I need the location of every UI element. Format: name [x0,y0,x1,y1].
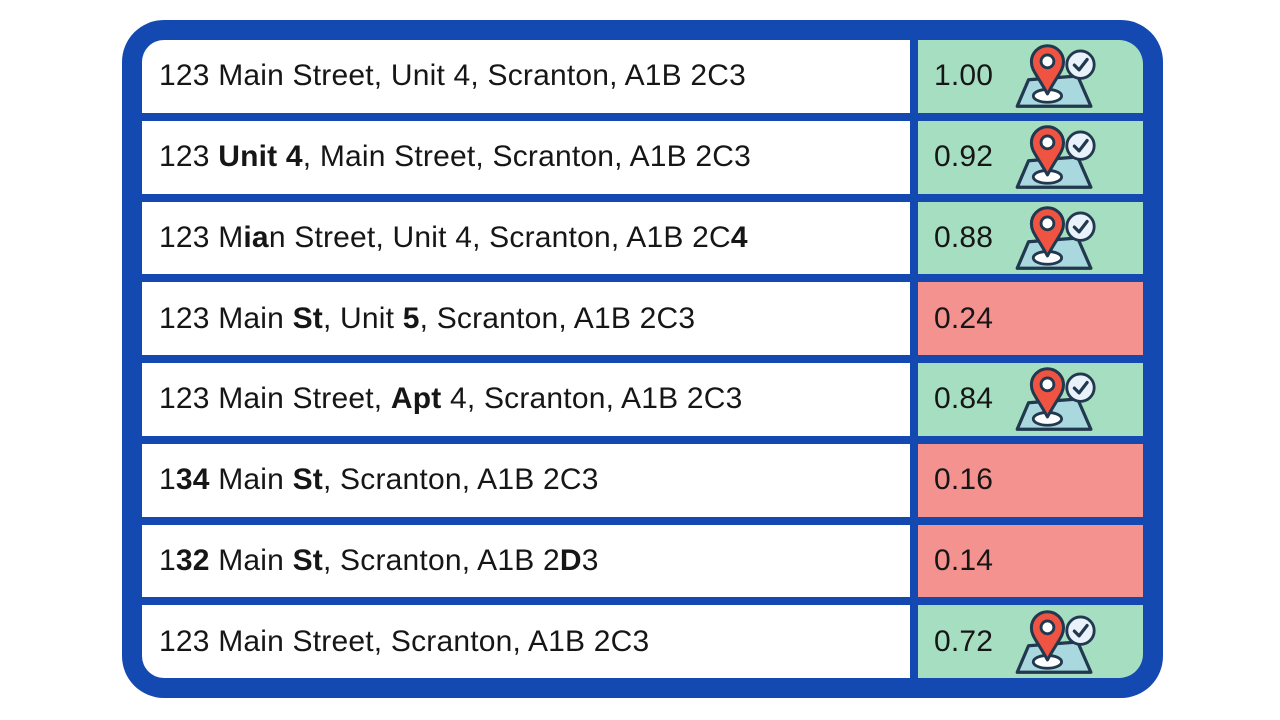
address-text: 123 Main St, Unit 5, Scranton, A1B 2C3 [159,302,695,336]
address-cell: 134 Main St, Scranton, A1B 2C3 [142,443,910,517]
address-cell: 123 Main Street, Apt 4, Scranton, A1B 2C… [142,363,910,436]
map-pin-verified-icon [1010,42,1100,110]
address-segment: Main [209,463,293,497]
match-score: 0.16 [934,463,994,497]
match-score: 0.14 [934,543,994,577]
address-match-table: 123 Main Street, Unit 4 , Scranton, A1B 2… [122,20,1163,698]
address-segment: , Main Street, Scranton, A1B 2C3 [302,140,752,174]
match-score: 0.84 [934,382,994,416]
address-cell: 123 Main St, Unit 5, Scranton, A1B 2C3 [142,282,910,355]
address-segment: 3 [581,543,599,577]
address-text: 123 Unit 4, Main Street, Scranton, A1B 2… [159,140,751,174]
address-segment: 123 Main Street, Unit 4, Scranton, A1B 2… [159,59,747,93]
address-segment: 1 [159,543,176,577]
address-segment: 1 [159,463,176,497]
table-row: 123 Mian Street, Unit 4, Scranton, A1B 2… [142,201,1143,275]
address-text: 123 Main Street, Unit 4, Scranton, A1B 2… [159,59,746,93]
address-cell: 123 Unit 4, Main Street, Scranton, A1B 2… [142,120,910,194]
score-cell: 0.14 [918,524,1143,598]
match-score: 0.92 [934,140,994,174]
match-score: 1.00 [934,59,994,93]
address-segment-highlight: 4 [730,220,748,254]
map-pin-verified-icon [1010,608,1100,676]
score-cell: 0.16 [918,443,1143,517]
table-row: 123 Unit 4, Main Street, Scranton, A1B 2… [142,120,1143,194]
address-segment: 123 Main [159,301,293,335]
address-cell: 123 Main Street, Unit 4, Scranton, A1B 2… [142,40,910,113]
address-segment-highlight: Unit 4 [218,140,303,174]
address-text: 134 Main St, Scranton, A1B 2C3 [159,463,599,497]
address-cell: 132 Main St, Scranton, A1B 2D3 [142,524,910,598]
score-cell: 1.00 [918,40,1143,113]
map-pin-verified-icon [1010,204,1100,272]
address-segment-highlight: ia [243,220,269,254]
address-segment: n Street, Unit 4, Scranton, A1B 2C [268,220,731,254]
address-segment-highlight: Apt [390,382,442,416]
match-score: 0.24 [934,301,994,335]
address-segment-highlight: 5 [402,301,420,335]
address-segment: 123 M [159,220,244,254]
score-cell: 0.84 [918,363,1143,436]
address-segment: , Scranton, A1B 2C3 [322,463,599,497]
match-score: 0.72 [934,624,994,658]
table-row: 123 Main Street, Unit 4, Scranton, A1B 2… [142,40,1143,113]
score-cell: 0.72 [918,605,1143,678]
address-cell: 123 Mian Street, Unit 4, Scranton, A1B 2… [142,201,910,275]
address-segment-highlight: St [292,543,323,577]
address-segment: 4, Scranton, A1B 2C3 [441,382,743,416]
address-text: 132 Main St, Scranton, A1B 2D3 [159,544,599,578]
score-cell: 0.24 [918,282,1143,355]
match-score: 0.88 [934,220,994,254]
address-segment-highlight: 34 [175,463,210,497]
address-text: 123 Mian Street, Unit 4, Scranton, A1B 2… [159,221,748,255]
score-cell: 0.88 [918,201,1143,275]
address-segment: 123 Main Street, Scranton, A1B 2C3 [159,624,650,658]
table-row: 134 Main St, Scranton, A1B 2C3 0.16 [142,443,1143,517]
address-segment-highlight: 32 [175,543,210,577]
address-segment-highlight: St [292,301,323,335]
table-row: 123 Main Street, Scranton, A1B 2C3 0.72 [142,605,1143,678]
table-row: 123 Main Street, Apt 4, Scranton, A1B 2C… [142,363,1143,436]
address-segment: Main [209,543,293,577]
address-segment: 123 [159,140,219,174]
address-segment: , Scranton, A1B 2C3 [419,301,696,335]
address-segment: 123 Main Street, [159,382,391,416]
address-text: 123 Main Street, Apt 4, Scranton, A1B 2C… [159,382,743,416]
address-segment-highlight: D [559,543,582,577]
map-pin-verified-icon [1010,123,1100,191]
address-text: 123 Main Street, Scranton, A1B 2C3 [159,625,649,659]
score-cell: 0.92 [918,120,1143,194]
map-pin-verified-icon [1010,365,1100,433]
address-segment-highlight: St [292,463,323,497]
address-segment: , Scranton, A1B 2 [322,543,560,577]
table-row: 123 Main St, Unit 5, Scranton, A1B 2C3 0… [142,282,1143,355]
address-cell: 123 Main Street, Scranton, A1B 2C3 [142,605,910,678]
address-segment: , Unit [322,301,403,335]
table-row: 132 Main St, Scranton, A1B 2D3 0.14 [142,524,1143,598]
